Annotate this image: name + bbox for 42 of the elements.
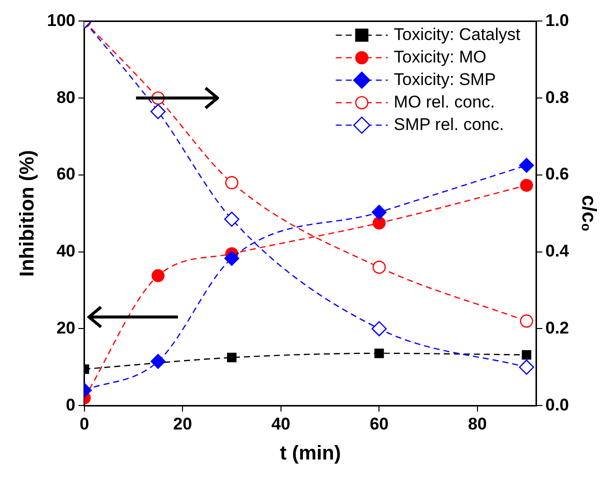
point xyxy=(372,260,386,274)
y2-tick-label: 0.8 xyxy=(545,88,570,107)
y-tick-label: 60 xyxy=(56,164,76,184)
y-tick-label: 100 xyxy=(46,10,76,30)
point xyxy=(520,178,534,192)
y2-tick-label: 0.4 xyxy=(545,242,570,261)
y2-tick-label: 0.6 xyxy=(545,164,570,184)
point xyxy=(225,176,238,190)
legend-label: SMP rel. conc. xyxy=(394,114,504,134)
point xyxy=(522,350,532,360)
y2-tick-label: 1.0 xyxy=(545,10,570,30)
legend-label: Toxicity: MO xyxy=(394,47,486,66)
point xyxy=(372,204,387,220)
x-tick-label: 40 xyxy=(271,414,290,434)
x-tick-label: 20 xyxy=(173,414,192,434)
y-tick-label: 20 xyxy=(56,318,76,338)
legend-label: Toxicity: Catalyst xyxy=(394,24,521,44)
legend-label: Toxicity: SMP xyxy=(394,70,496,89)
point xyxy=(150,354,166,369)
y-axis-title: Inhibition (%) xyxy=(16,150,39,277)
x-tick-label: 60 xyxy=(370,414,389,434)
y-tick-label: 80 xyxy=(56,88,76,107)
point xyxy=(518,360,534,375)
x-tick-label: 80 xyxy=(468,414,487,434)
x-tick-label: 0 xyxy=(80,414,90,434)
y-tick-label: 0 xyxy=(66,395,76,414)
y-tick-label: 40 xyxy=(56,242,76,261)
y2-axis-title: c/c₀ xyxy=(577,194,600,232)
point xyxy=(520,314,534,328)
point xyxy=(372,216,386,230)
point xyxy=(227,352,236,362)
x-axis-title: t (min) xyxy=(280,442,341,465)
point xyxy=(224,212,240,227)
y2-tick-label: 0.2 xyxy=(545,318,570,338)
point xyxy=(152,269,165,282)
point xyxy=(519,158,534,173)
point xyxy=(224,250,240,266)
point xyxy=(372,321,387,336)
y2-tick-label: 0.0 xyxy=(545,395,570,414)
legend-label: MO rel. conc. xyxy=(394,92,495,112)
point xyxy=(374,348,384,358)
point xyxy=(150,104,166,120)
